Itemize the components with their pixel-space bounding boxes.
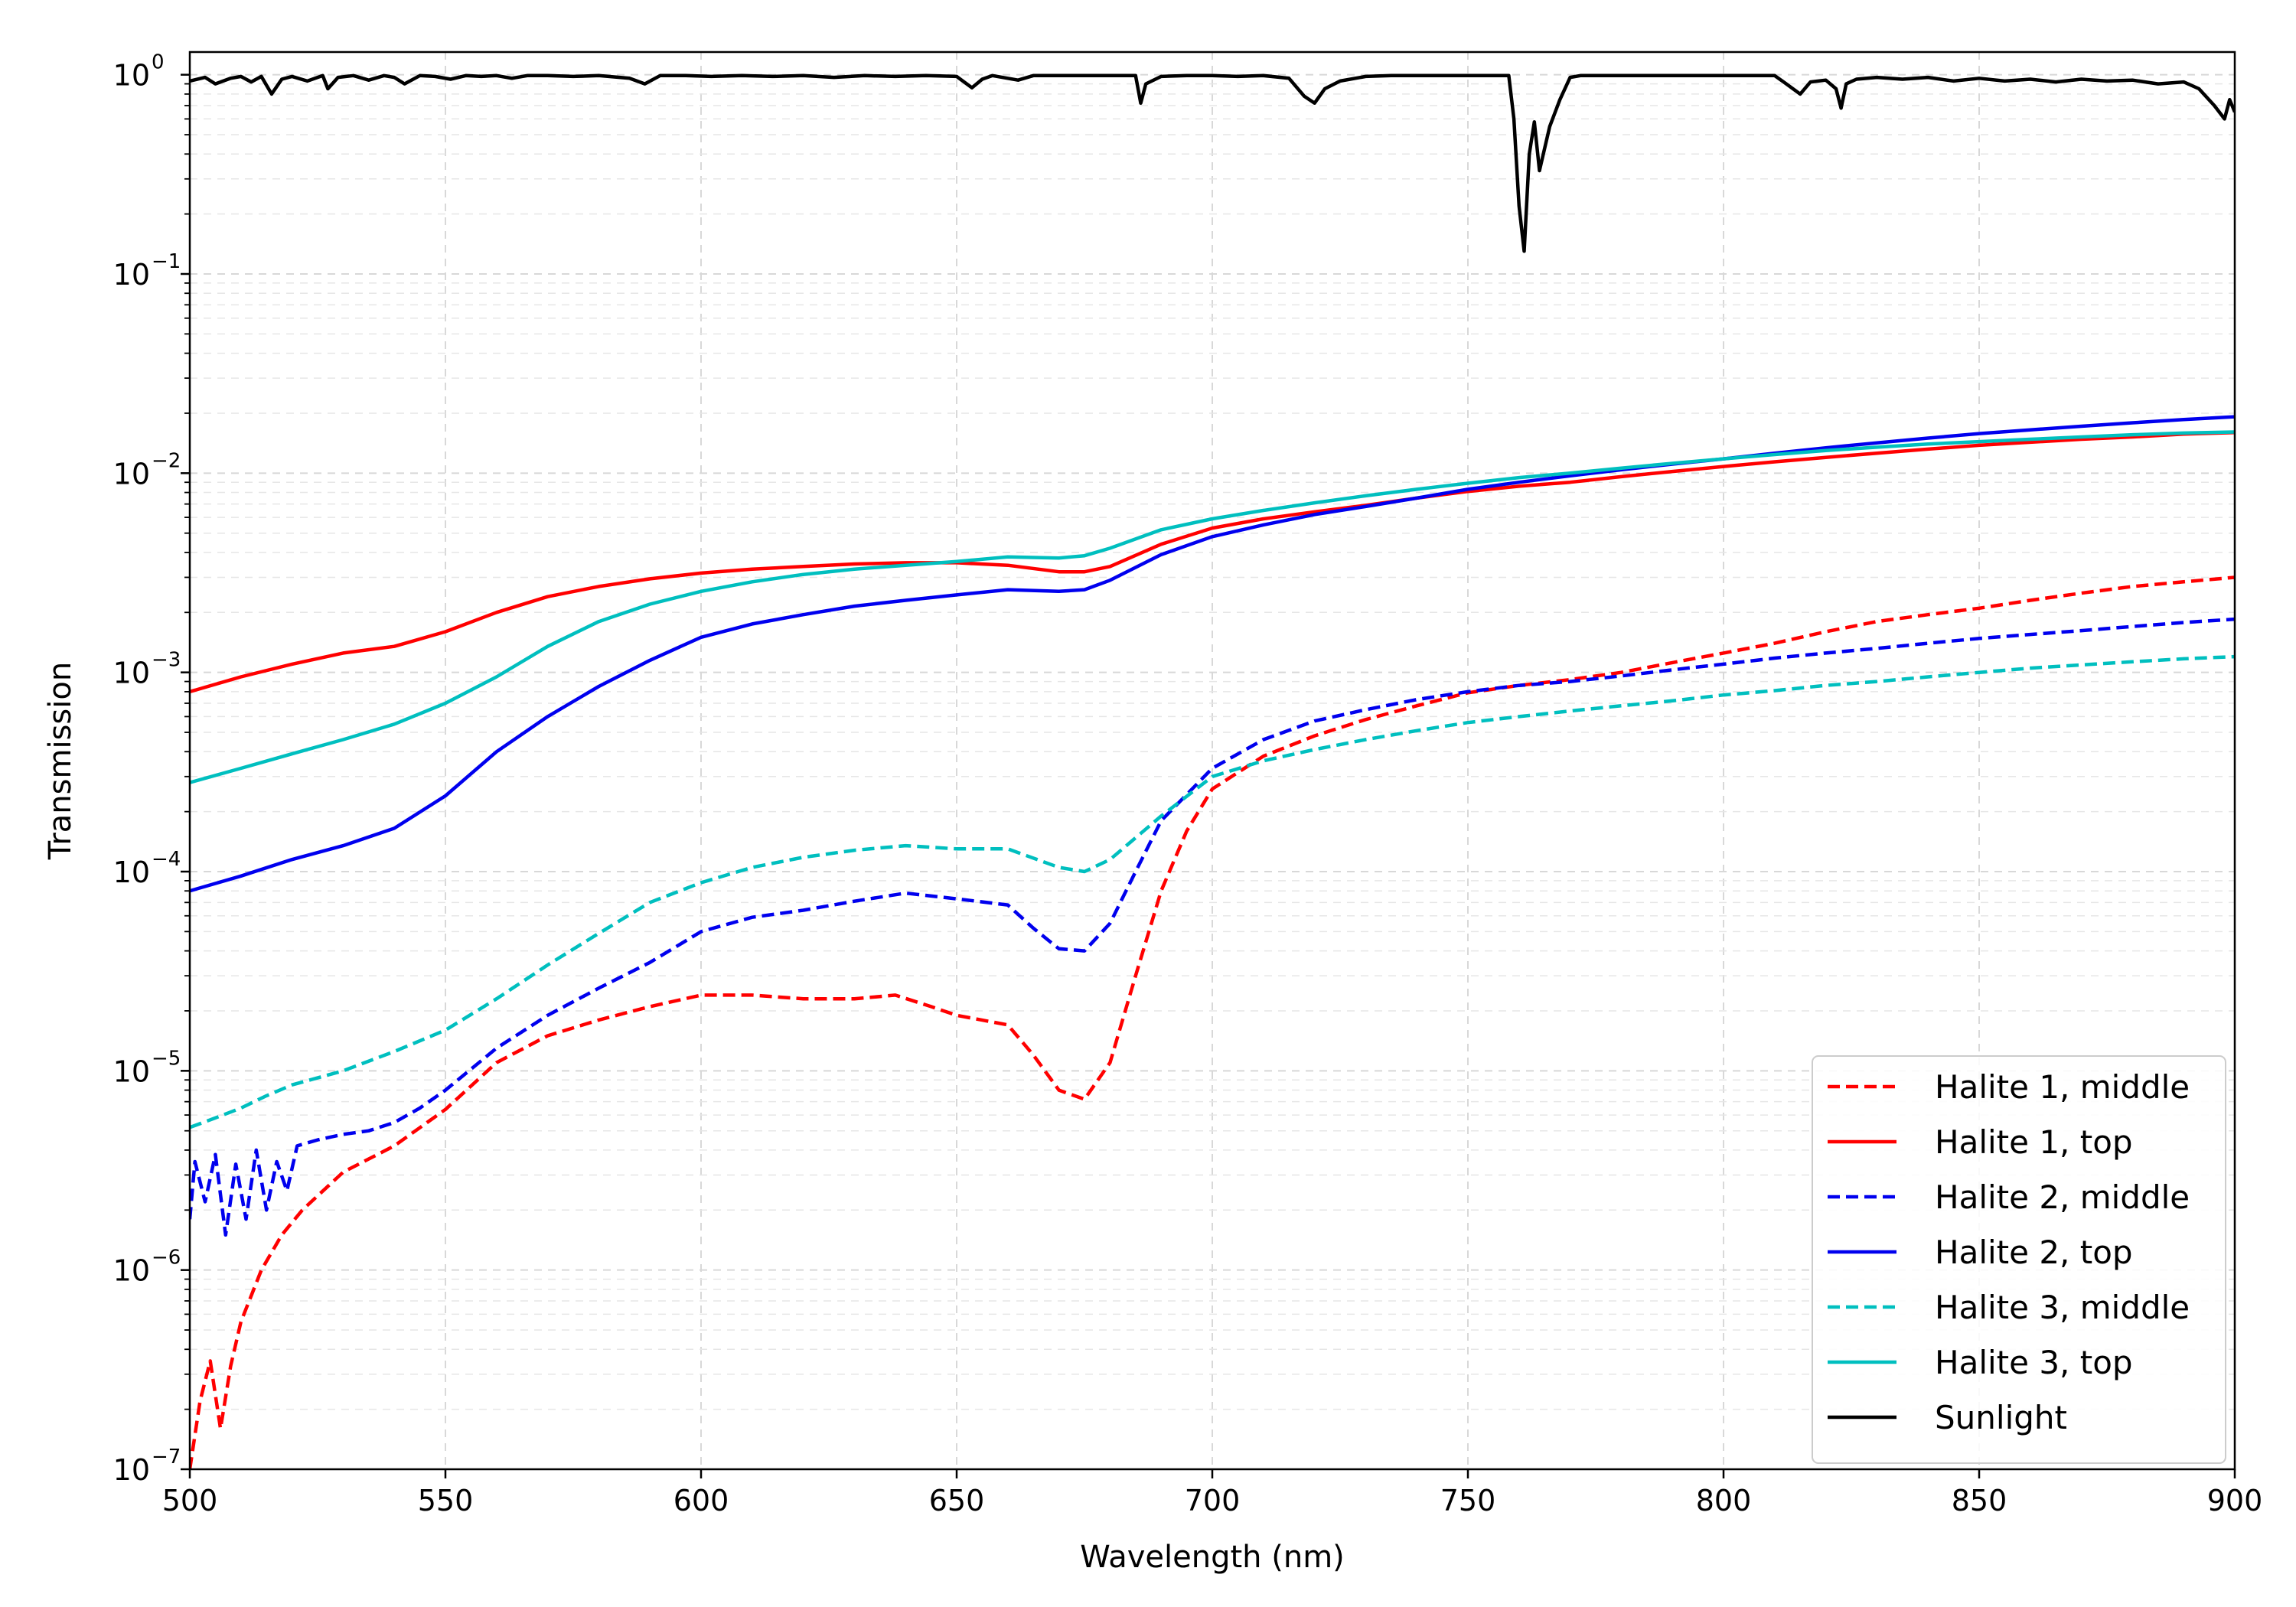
series-layer <box>190 73 2235 1469</box>
series-line-3 <box>190 617 2235 1237</box>
y-tick-exponent: 0 <box>152 51 165 74</box>
x-tick-label: 900 <box>2207 1484 2263 1517</box>
x-tick-label: 550 <box>418 1484 474 1517</box>
y-tick-exponent: −7 <box>152 1446 181 1468</box>
x-tick-label: 650 <box>929 1484 985 1517</box>
x-axis-title: Wavelength (nm) <box>1080 1540 1345 1575</box>
y-tick-exponent: −4 <box>152 848 181 871</box>
y-tick-exponent: −6 <box>152 1247 181 1270</box>
series-line-1 <box>190 575 2235 1469</box>
x-tick-label: 500 <box>162 1484 218 1517</box>
x-tick-label: 700 <box>1185 1484 1241 1517</box>
legend-box <box>1812 1055 2226 1464</box>
legend-label: Sunlight <box>1935 1399 2067 1436</box>
y-tick-exponent: −2 <box>152 449 181 472</box>
series-line-4 <box>190 415 2235 893</box>
y-tick-label: 10 <box>113 59 150 93</box>
series-line-2 <box>190 430 2235 694</box>
legend: Halite 1, middle Halite 1, top Halite 2, m… <box>1812 1055 2226 1464</box>
legend-label: Halite 1, top <box>1935 1123 2133 1161</box>
y-tick-exponent: −1 <box>152 250 181 273</box>
y-tick-label: 10 <box>113 1254 150 1288</box>
series-line-6 <box>190 430 2235 784</box>
legend-label: Halite 2, middle <box>1935 1178 2190 1216</box>
x-tick-label: 850 <box>1952 1484 2007 1517</box>
y-axis-title: Transmission <box>43 662 78 860</box>
y-tick-label: 10 <box>113 657 150 690</box>
y-tick-label: 10 <box>113 856 150 889</box>
y-tick-label: 10 <box>113 258 150 292</box>
x-tick-label: 800 <box>1696 1484 1752 1517</box>
legend-label: Halite 3, top <box>1935 1344 2133 1381</box>
series-line-7 <box>190 73 2235 253</box>
y-tick-label: 10 <box>113 1453 150 1487</box>
y-tick-exponent: −5 <box>152 1047 181 1070</box>
legend-label: Halite 3, middle <box>1935 1289 2190 1326</box>
legend-label: Halite 2, top <box>1935 1234 2133 1271</box>
y-tick-label: 10 <box>113 1054 150 1088</box>
x-tick-label: 600 <box>673 1484 729 1517</box>
legend-label: Halite 1, middle <box>1935 1068 2190 1106</box>
y-tick-exponent: −3 <box>152 649 181 672</box>
series-line-5 <box>190 654 2235 1129</box>
y-tick-label: 10 <box>113 457 150 491</box>
x-tick-label: 750 <box>1440 1484 1496 1517</box>
